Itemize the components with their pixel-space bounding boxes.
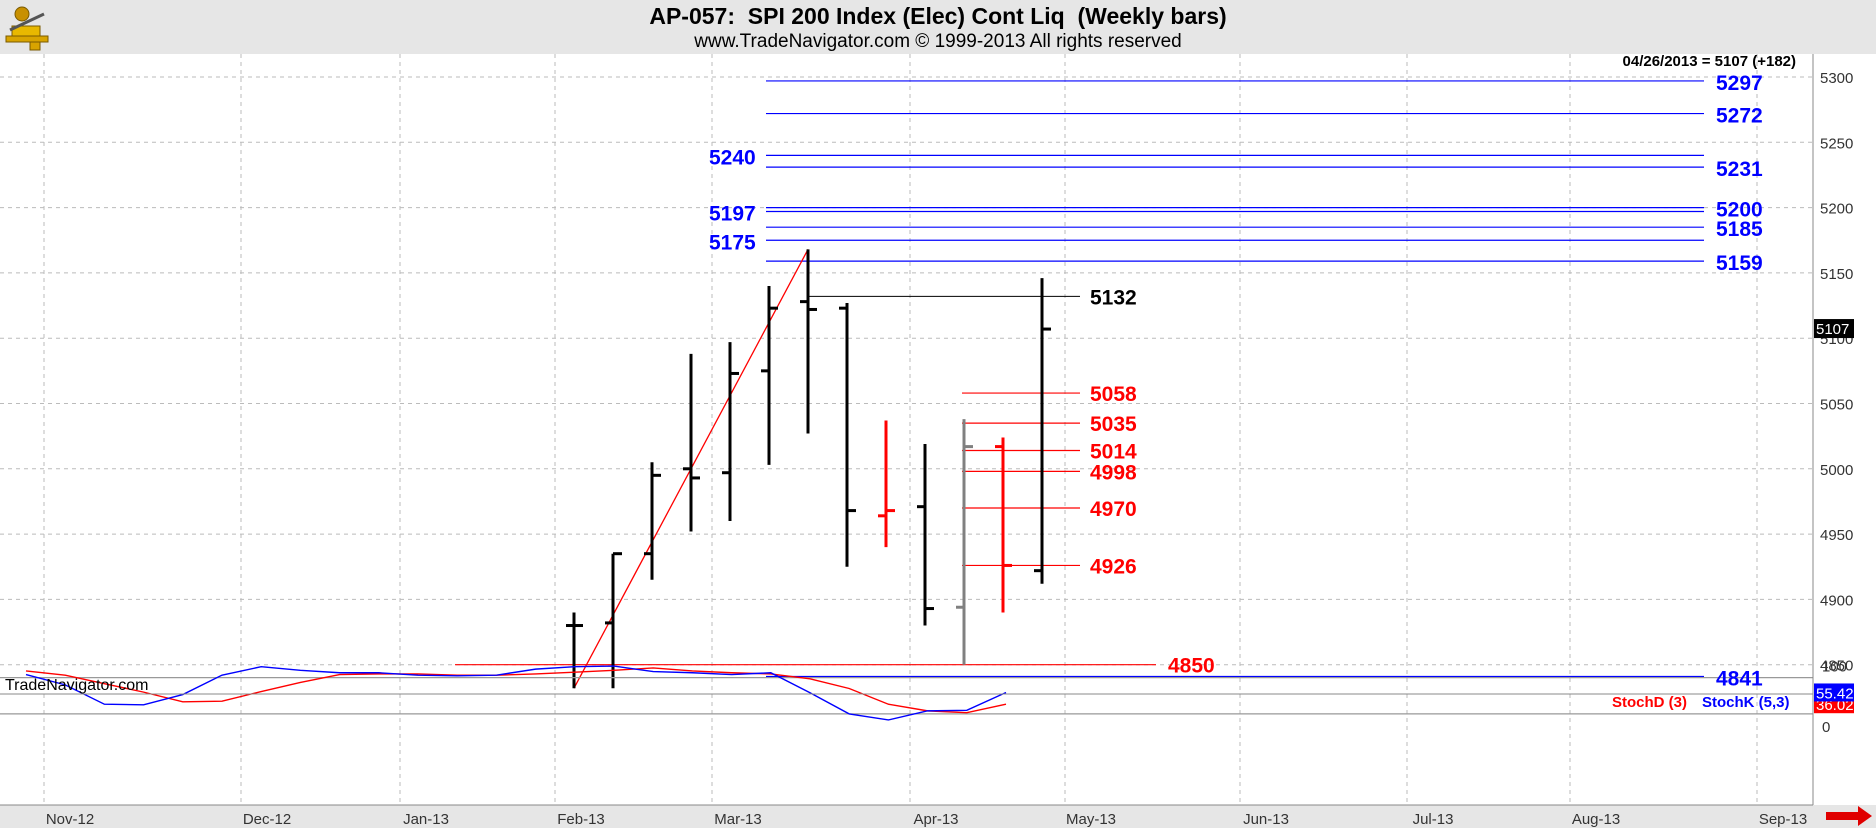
blue-level-label: 5159 (1716, 252, 1763, 275)
x-tick-label: Aug-13 (1572, 811, 1620, 828)
chart-title: AP-057: SPI 200 Index (Elec) Cont Liq (W… (649, 3, 1227, 29)
y-tick-label: 5250 (1820, 135, 1853, 152)
x-tick-label: Dec-12 (243, 811, 291, 828)
ohlc-bar (839, 302, 856, 567)
red-level-label: 4926 (1090, 555, 1137, 578)
chart-subtitle: www.TradeNavigator.com © 1999-2013 All r… (694, 31, 1182, 52)
blue-level-label-left: 5175 (709, 231, 756, 254)
x-tick-label: Apr-13 (913, 811, 958, 828)
ohlc-bar (566, 612, 583, 689)
last-price-text: 5107 (1816, 321, 1849, 338)
black-level-label: 5132 (1090, 286, 1137, 309)
blue-level-label: 5231 (1716, 158, 1763, 181)
x-tick-label: Jun-13 (1243, 811, 1289, 828)
y-tick-label: 5300 (1820, 70, 1853, 87)
last-price-badge (1814, 319, 1854, 339)
stochk-value-text: 55.42 (1816, 685, 1854, 702)
y-tick-label: 5200 (1820, 201, 1853, 218)
blue-level-label: 5200 (1716, 199, 1763, 222)
stoch-y-tick-label: 0 (1822, 719, 1830, 736)
stochd-line (25, 667, 1007, 714)
chart-header: AP-057: SPI 200 Index (Elec) Cont Liq (W… (0, 0, 1876, 54)
y-tick-label: 4900 (1820, 592, 1853, 609)
x-tick-label: May-13 (1066, 811, 1116, 828)
ohlc-bar (995, 437, 1012, 613)
blue-level-label: 5272 (1716, 105, 1763, 128)
blue-level-label-left: 5197 (709, 203, 756, 226)
red-level-label: 5035 (1090, 413, 1137, 436)
stochd-legend: StochD (3) (1612, 694, 1687, 711)
stochk-line (25, 665, 1007, 721)
x-axis-band (0, 805, 1876, 828)
x-tick-label: Jul-13 (1413, 811, 1454, 828)
ohlc-bar (917, 443, 934, 626)
stoch-y-tick-label: 100 (1822, 659, 1847, 676)
red-level-label: 4850 (1168, 655, 1215, 678)
x-tick-label: Jan-13 (403, 811, 449, 828)
red-level-label: 5058 (1090, 383, 1137, 406)
x-tick-label: Feb-13 (557, 811, 605, 828)
ohlc-bar (800, 249, 817, 434)
blue-level-label-left: 5240 (709, 146, 756, 169)
ohlc-bar (683, 353, 700, 532)
y-tick-label: 5150 (1820, 266, 1853, 283)
stochk-value-badge (1814, 683, 1854, 702)
trade-navigator-logo-icon (2, 2, 52, 52)
red-level-label: 5014 (1090, 441, 1137, 464)
ohlc-bar (878, 420, 895, 548)
y-tick-label: 4850 (1820, 658, 1853, 675)
y-tick-label: 5050 (1820, 397, 1853, 414)
y-tick-label: 5000 (1820, 462, 1853, 479)
red-level-label: 4970 (1090, 498, 1137, 521)
ohlc-bar (956, 419, 973, 665)
blue-level-label: 5297 (1716, 72, 1763, 95)
ohlc-bar (605, 552, 622, 689)
watermark-text: TradeNavigator.com (5, 677, 148, 694)
stochk-legend: StochK (5,3) (1702, 694, 1790, 711)
ohlc-bar (644, 462, 661, 580)
ohlc-bar (1034, 278, 1051, 584)
scroll-right-arrow-icon[interactable] (1826, 806, 1872, 826)
ohlc-bar (761, 285, 778, 465)
last-info-label: 04/26/2013 = 5107 (+182) (1623, 53, 1796, 70)
x-tick-label: Sep-13 (1759, 811, 1807, 828)
blue-level-label: 5185 (1716, 218, 1763, 241)
blue-level-label: 4841 (1716, 667, 1763, 690)
y-tick-label: 4950 (1820, 527, 1853, 544)
x-tick-label: Nov-12 (46, 811, 94, 828)
ohlc-bar (722, 342, 739, 522)
x-tick-label: Mar-13 (714, 811, 762, 828)
red-level-label: 4998 (1090, 461, 1137, 484)
